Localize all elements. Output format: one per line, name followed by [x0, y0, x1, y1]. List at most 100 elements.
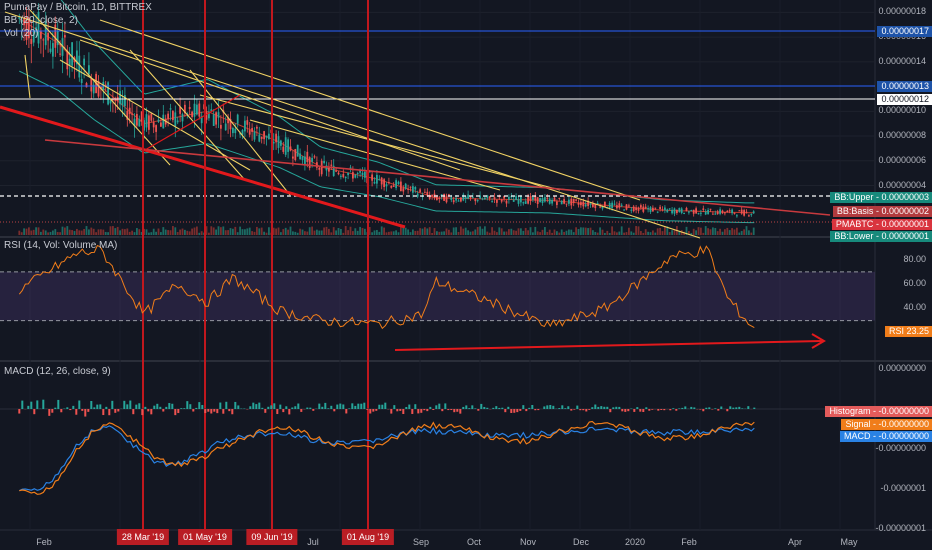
candle-body — [678, 208, 681, 212]
candle-body — [640, 205, 642, 208]
volume-bar — [448, 229, 450, 235]
volume-bar — [611, 226, 613, 235]
volume-bar — [664, 226, 666, 235]
volume-bar — [172, 226, 174, 235]
histogram-bar — [234, 401, 237, 409]
candle-body — [493, 197, 496, 200]
volume-bar — [344, 226, 347, 235]
price-tag-separator: - — [873, 206, 882, 216]
candle-body — [328, 167, 330, 172]
candle-body — [496, 199, 498, 203]
candle-body — [388, 182, 390, 184]
volume-bar — [335, 230, 337, 235]
volume-bar — [464, 227, 467, 235]
volume-bar — [488, 232, 491, 235]
candle-body — [587, 200, 589, 207]
histogram-bar — [438, 403, 441, 409]
volume-bar — [560, 229, 563, 235]
macd-indicator-label[interactable]: MACD (12, 26, close, 9) — [4, 366, 111, 377]
volume-bar — [316, 229, 318, 235]
vol-indicator-label[interactable]: Vol (20) — [4, 28, 39, 39]
price-tag: 0.00000012 — [877, 94, 932, 105]
volume-bar — [56, 232, 59, 235]
candle-body — [520, 195, 522, 203]
histogram-bar — [72, 405, 75, 409]
candle-body — [200, 115, 203, 124]
volume-bar — [162, 227, 165, 235]
volume-bar — [500, 228, 503, 235]
volume-bar — [282, 229, 285, 235]
rsi-divergence-line — [394, 340, 823, 351]
histogram-bar — [276, 409, 279, 415]
price-tag-value: 0.00000012 — [881, 94, 929, 104]
candle-body — [272, 141, 275, 144]
candle-body — [241, 130, 244, 135]
histogram-bar — [720, 406, 723, 409]
candle-body — [299, 153, 301, 160]
candle-body — [155, 125, 157, 132]
histogram-bar — [603, 406, 606, 409]
volume-bar — [625, 232, 628, 235]
candle-body — [515, 196, 517, 200]
histogram-bar — [342, 404, 345, 409]
volume-bar — [474, 229, 477, 235]
volume-bar — [402, 226, 405, 235]
volume-bar — [440, 231, 443, 235]
volume-bar — [229, 228, 232, 235]
candle-body — [332, 165, 335, 177]
candle-body — [529, 195, 532, 202]
histogram-bar — [525, 409, 528, 412]
volume-bar — [601, 229, 604, 235]
volume-bar — [695, 230, 697, 235]
volume-bar — [220, 227, 222, 235]
volume-bar — [546, 231, 549, 235]
histogram-bar — [309, 407, 312, 409]
candle-body — [553, 197, 556, 202]
volume-bar — [131, 230, 133, 235]
volume-bar — [452, 227, 455, 235]
histogram-bar — [48, 409, 51, 416]
volume-bar — [395, 230, 397, 235]
candle-body — [217, 112, 220, 118]
histogram-bar — [414, 404, 417, 409]
candle-body — [371, 174, 373, 181]
rsi-indicator-label[interactable]: RSI (14, Vol: Volume MA) — [4, 240, 118, 251]
volume-bar — [20, 232, 23, 235]
volume-bar — [44, 230, 47, 235]
histogram-bar — [141, 409, 144, 416]
histogram-bar — [360, 403, 363, 409]
histogram-bar — [228, 409, 231, 412]
candle-body — [258, 134, 261, 142]
candle-body — [66, 50, 69, 70]
candle-body — [486, 195, 489, 198]
histogram-bar — [462, 406, 465, 409]
histogram-bar — [480, 403, 483, 409]
histogram-bar — [69, 409, 72, 411]
volume-bar — [397, 232, 400, 235]
volume-bar — [364, 228, 366, 235]
histogram-bar — [564, 408, 567, 409]
bb-indicator-label[interactable]: BB (20, close, 2) — [4, 15, 78, 26]
volume-bar — [256, 226, 258, 235]
candle-body — [632, 206, 635, 212]
histogram-bar — [102, 409, 105, 416]
volume-bar — [155, 231, 157, 235]
candle-body — [145, 114, 148, 128]
histogram-bar — [174, 409, 177, 416]
volume-bar — [328, 228, 330, 235]
candle-body — [510, 196, 513, 198]
candle-body — [491, 201, 493, 203]
candle-body — [500, 199, 503, 202]
histogram-bar — [285, 406, 288, 409]
volume-bar — [186, 230, 189, 235]
candle-body — [35, 27, 37, 33]
volume-bar — [152, 228, 155, 235]
volume-bar — [690, 232, 693, 235]
arrow-head-icon — [811, 333, 826, 349]
volume-bar — [568, 229, 570, 235]
candle-body — [337, 172, 340, 175]
histogram-bar — [582, 409, 585, 411]
histogram-bar — [354, 405, 357, 409]
candle-body — [462, 194, 465, 201]
histogram-bar — [444, 403, 447, 409]
